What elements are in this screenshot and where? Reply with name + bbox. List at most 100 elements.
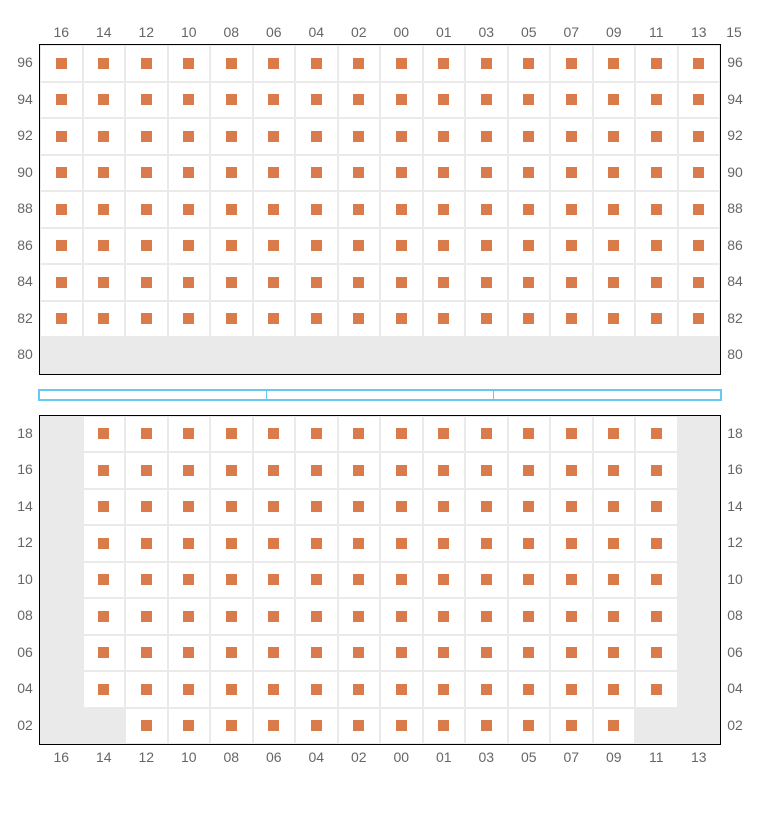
seat-cell[interactable] — [678, 118, 721, 155]
seat-cell[interactable] — [508, 416, 551, 453]
seat-cell[interactable] — [125, 708, 168, 745]
seat-cell[interactable] — [423, 416, 466, 453]
seat-cell[interactable] — [465, 228, 508, 265]
seat-cell[interactable] — [508, 264, 551, 301]
seat-cell[interactable] — [295, 301, 338, 338]
seat-cell[interactable] — [338, 45, 381, 82]
seat-cell[interactable] — [678, 228, 721, 265]
seat-cell[interactable] — [253, 228, 296, 265]
seat-cell[interactable] — [168, 416, 211, 453]
seat-cell[interactable] — [40, 264, 83, 301]
seat-cell[interactable] — [40, 708, 83, 745]
seat-cell[interactable] — [635, 671, 678, 708]
seat-cell[interactable] — [253, 118, 296, 155]
seat-cell[interactable] — [210, 228, 253, 265]
seat-cell[interactable] — [210, 264, 253, 301]
seat-cell[interactable] — [210, 562, 253, 599]
seat-cell[interactable] — [40, 562, 83, 599]
seat-cell[interactable] — [508, 671, 551, 708]
seat-cell[interactable] — [168, 635, 211, 672]
seat-cell[interactable] — [635, 635, 678, 672]
seat-cell[interactable] — [380, 708, 423, 745]
seat-cell[interactable] — [295, 155, 338, 192]
seat-cell[interactable] — [210, 337, 253, 374]
seat-cell[interactable] — [295, 525, 338, 562]
seat-cell[interactable] — [253, 671, 296, 708]
seat-cell[interactable] — [635, 416, 678, 453]
seat-cell[interactable] — [125, 562, 168, 599]
seat-cell[interactable] — [550, 301, 593, 338]
seat-cell[interactable] — [380, 671, 423, 708]
seat-cell[interactable] — [83, 301, 126, 338]
seat-cell[interactable] — [508, 301, 551, 338]
seat-cell[interactable] — [550, 562, 593, 599]
seat-cell[interactable] — [83, 337, 126, 374]
seat-cell[interactable] — [295, 118, 338, 155]
seat-cell[interactable] — [423, 708, 466, 745]
seat-cell[interactable] — [423, 489, 466, 526]
seat-cell[interactable] — [253, 264, 296, 301]
seat-cell[interactable] — [253, 635, 296, 672]
seat-cell[interactable] — [550, 708, 593, 745]
seat-cell[interactable] — [83, 416, 126, 453]
seat-cell[interactable] — [465, 525, 508, 562]
seat-cell[interactable] — [380, 489, 423, 526]
seat-cell[interactable] — [253, 155, 296, 192]
seat-cell[interactable] — [593, 118, 636, 155]
seat-cell[interactable] — [295, 416, 338, 453]
seat-cell[interactable] — [168, 452, 211, 489]
seat-cell[interactable] — [423, 301, 466, 338]
seat-cell[interactable] — [338, 155, 381, 192]
seat-cell[interactable] — [295, 708, 338, 745]
seat-cell[interactable] — [210, 598, 253, 635]
seat-cell[interactable] — [83, 155, 126, 192]
seat-cell[interactable] — [465, 635, 508, 672]
seat-cell[interactable] — [125, 45, 168, 82]
seat-cell[interactable] — [635, 45, 678, 82]
seat-cell[interactable] — [83, 562, 126, 599]
seat-cell[interactable] — [465, 155, 508, 192]
seat-cell[interactable] — [593, 598, 636, 635]
seat-cell[interactable] — [380, 525, 423, 562]
seat-cell[interactable] — [508, 598, 551, 635]
seat-cell[interactable] — [465, 337, 508, 374]
seat-cell[interactable] — [593, 228, 636, 265]
seat-cell[interactable] — [210, 635, 253, 672]
seat-cell[interactable] — [40, 228, 83, 265]
seat-cell[interactable] — [423, 45, 466, 82]
seat-cell[interactable] — [678, 671, 721, 708]
seat-cell[interactable] — [508, 708, 551, 745]
seat-cell[interactable] — [295, 562, 338, 599]
seat-cell[interactable] — [168, 337, 211, 374]
seat-cell[interactable] — [635, 82, 678, 119]
seat-cell[interactable] — [338, 452, 381, 489]
seat-cell[interactable] — [338, 337, 381, 374]
seat-cell[interactable] — [210, 82, 253, 119]
seat-cell[interactable] — [253, 598, 296, 635]
seat-cell[interactable] — [253, 708, 296, 745]
seat-cell[interactable] — [550, 416, 593, 453]
seat-cell[interactable] — [253, 337, 296, 374]
seat-cell[interactable] — [83, 598, 126, 635]
seat-cell[interactable] — [210, 118, 253, 155]
seat-cell[interactable] — [465, 708, 508, 745]
seat-cell[interactable] — [550, 489, 593, 526]
seat-cell[interactable] — [465, 416, 508, 453]
seat-cell[interactable] — [168, 489, 211, 526]
seat-cell[interactable] — [550, 635, 593, 672]
seat-cell[interactable] — [550, 118, 593, 155]
seat-cell[interactable] — [465, 45, 508, 82]
seat-cell[interactable] — [338, 489, 381, 526]
seat-cell[interactable] — [168, 301, 211, 338]
seat-cell[interactable] — [338, 635, 381, 672]
seat-cell[interactable] — [125, 228, 168, 265]
seat-cell[interactable] — [465, 452, 508, 489]
seat-cell[interactable] — [465, 264, 508, 301]
seat-cell[interactable] — [508, 489, 551, 526]
seat-cell[interactable] — [423, 118, 466, 155]
seat-cell[interactable] — [508, 562, 551, 599]
seat-cell[interactable] — [678, 264, 721, 301]
seat-cell[interactable] — [380, 416, 423, 453]
seat-cell[interactable] — [423, 264, 466, 301]
seat-cell[interactable] — [508, 82, 551, 119]
